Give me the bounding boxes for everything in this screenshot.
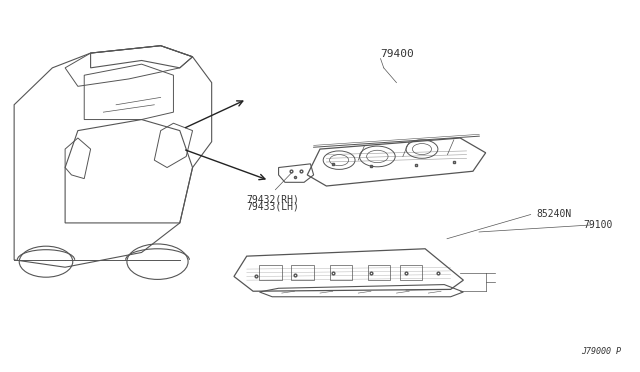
Text: J79000 P: J79000 P xyxy=(581,347,621,356)
Text: 79400: 79400 xyxy=(381,49,414,59)
Text: 85240N: 85240N xyxy=(536,209,572,219)
Text: 79433(LH): 79433(LH) xyxy=(246,202,300,212)
Text: 79432(RH): 79432(RH) xyxy=(246,195,300,205)
Text: 79100: 79100 xyxy=(584,220,613,230)
